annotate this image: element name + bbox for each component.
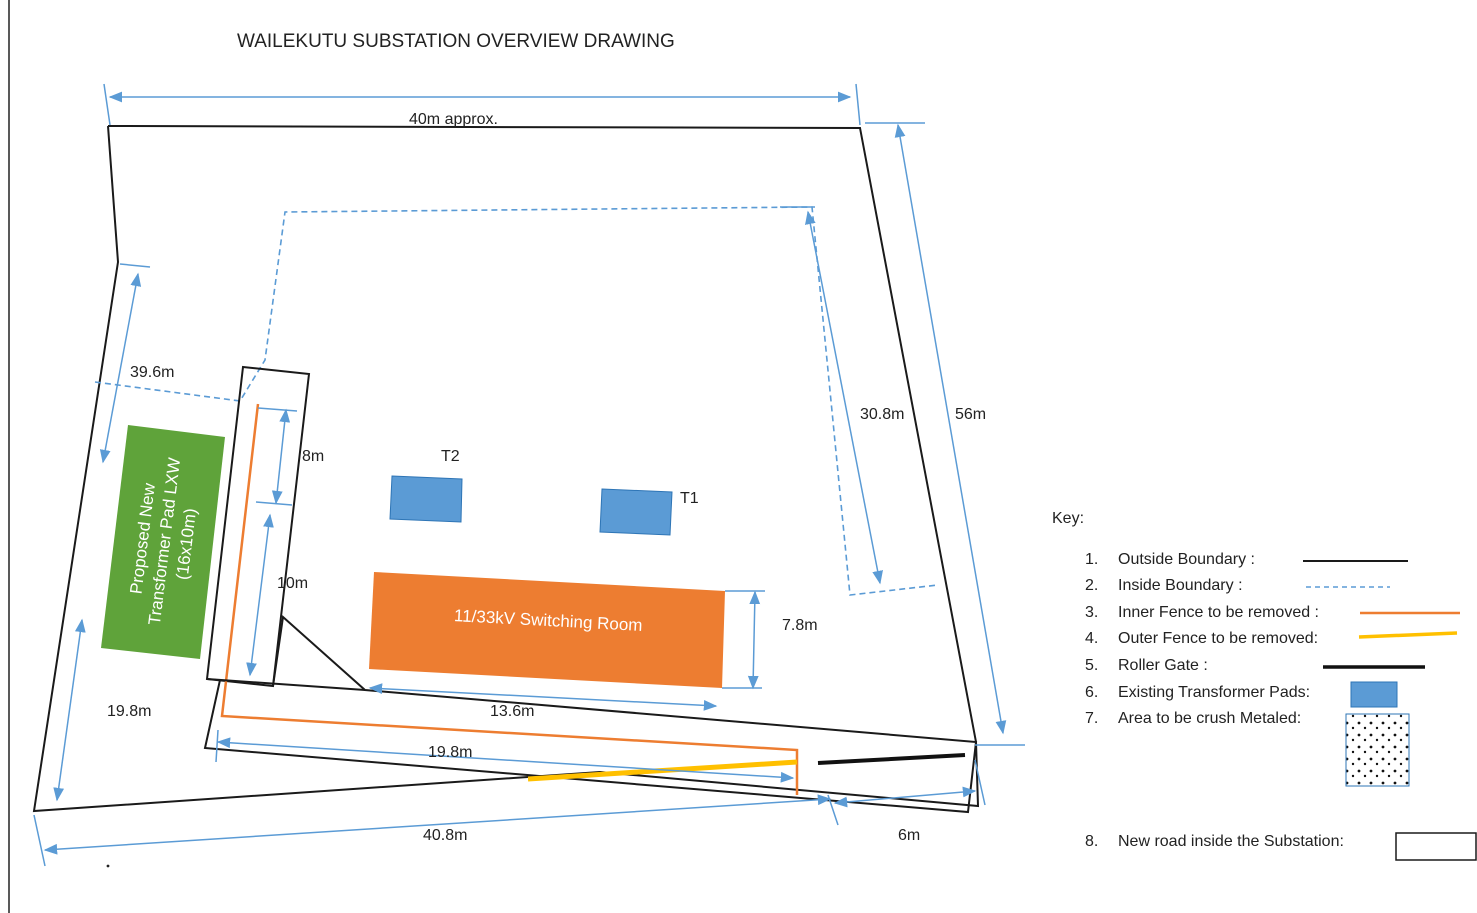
legend-label-2: Inside Boundary : (1118, 577, 1243, 594)
legend-label-4: Outer Fence to be removed: (1118, 630, 1318, 647)
t2-label: T2 (441, 448, 460, 465)
legend-label-3: Inner Fence to be removed : (1118, 604, 1319, 621)
legend-num-3: 3. (1085, 604, 1098, 621)
legend-label-6: Existing Transformer Pads: (1118, 684, 1310, 701)
legend-symbol-pad (1350, 681, 1398, 708)
stray-dot (106, 864, 110, 868)
legend-label-8: New road inside the Substation: (1118, 833, 1344, 850)
legend-num-5: 5. (1085, 657, 1098, 674)
dim-bottom-length: 40.8m (423, 827, 467, 844)
legend-symbol-outer-fence (1358, 631, 1458, 639)
legend-heading: Key: (1052, 510, 1084, 527)
legend-num-4: 4. (1085, 630, 1098, 647)
drawing-title: WAILEKUTU SUBSTATION OVERVIEW DRAWING (237, 31, 675, 52)
legend-label-5: Roller Gate : (1118, 657, 1208, 674)
legend-label-1: Outside Boundary : (1118, 551, 1255, 568)
legend: Key: 1. Outside Boundary : 2. Inside Bou… (1052, 510, 1477, 861)
legend-num-6: 6. (1085, 684, 1098, 701)
dim-left-diag: 39.6m (130, 364, 174, 381)
dim-left-lower: 19.8m (107, 703, 151, 720)
switching-room (369, 572, 725, 688)
legend-num-7: 7. (1085, 710, 1098, 727)
legend-num-8: 8. (1085, 833, 1098, 850)
dim-top-width: 40m approx. (409, 111, 498, 128)
legend-label-7: Area to be crush Metaled: (1118, 710, 1301, 727)
legend-num-1: 1. (1085, 551, 1098, 568)
connector-line (206, 678, 366, 691)
legend-symbol-crush-metal (1345, 713, 1410, 787)
transformer-pad-t2 (389, 475, 463, 523)
dim-gate-6m: 6m (898, 827, 920, 844)
t1-label: T1 (680, 490, 699, 507)
dim-fence-10m: 10m (277, 575, 308, 592)
dim-road-length: 19.8m (428, 744, 472, 761)
roller-gate (817, 753, 966, 765)
transformer-pad-t1 (599, 488, 673, 536)
proposed-pad (101, 425, 225, 659)
dim-right-height: 56m (955, 406, 986, 423)
new-road (203, 615, 978, 814)
dimension-lines (33, 83, 1025, 867)
dim-room-height: 7.8m (782, 617, 818, 634)
dim-inside-right: 30.8m (860, 406, 904, 423)
inner-fence (220, 403, 799, 795)
dim-room-width: 13.6m (490, 703, 534, 720)
dim-fence-8m: 8m (302, 448, 324, 465)
legend-symbol-road (1395, 832, 1477, 861)
inside-boundary (94, 206, 939, 596)
legend-num-2: 2. (1085, 577, 1098, 594)
